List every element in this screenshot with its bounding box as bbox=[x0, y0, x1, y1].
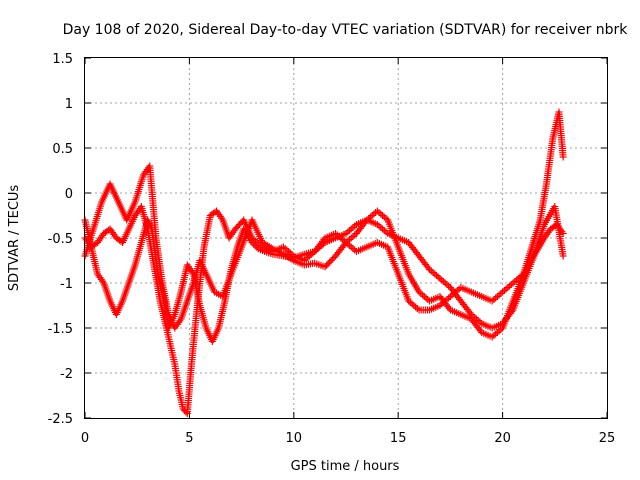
data-point bbox=[466, 309, 474, 317]
data-point bbox=[341, 240, 349, 248]
x-axis-label: GPS time / hours bbox=[291, 459, 400, 474]
y-tick-label: -1 bbox=[60, 277, 73, 292]
x-tick-label: 20 bbox=[494, 431, 511, 446]
y-tick-label: 1 bbox=[65, 97, 73, 112]
data-point bbox=[326, 258, 334, 266]
plot-frame bbox=[84, 57, 608, 419]
data-point bbox=[559, 252, 567, 260]
y-tick-label: 0 bbox=[65, 187, 73, 202]
y-tick-label: -1.5 bbox=[48, 322, 73, 337]
y-tick-label: 0.5 bbox=[52, 142, 73, 157]
data-point bbox=[424, 264, 432, 272]
x-tick-label: 0 bbox=[81, 431, 89, 446]
chart-title: Day 108 of 2020, Sidereal Day-to-day VTE… bbox=[63, 22, 629, 38]
x-tick-label: 5 bbox=[185, 431, 193, 446]
y-tick-label: 1.5 bbox=[52, 52, 73, 67]
data-point bbox=[324, 260, 332, 268]
data-point bbox=[559, 230, 567, 237]
y-tick-label: -0.5 bbox=[48, 232, 73, 247]
x-tick-label: 15 bbox=[390, 431, 407, 446]
data-point bbox=[362, 218, 370, 226]
y-axis-label: SDTVAR / TECUs bbox=[7, 185, 22, 292]
data-points bbox=[81, 108, 567, 417]
data-point bbox=[327, 257, 335, 265]
x-tick-label: 25 bbox=[599, 431, 616, 446]
x-tick-label: 10 bbox=[286, 431, 303, 446]
data-point bbox=[321, 263, 329, 271]
y-tick-label: -2.5 bbox=[48, 412, 73, 427]
data-point bbox=[329, 255, 337, 263]
data-point bbox=[559, 153, 567, 161]
data-point bbox=[323, 261, 331, 269]
tick-labels: 0 5 10 15 20 25 -2.5 -2 -1.5 -1 -0.5 0 0.5 1 1.5 bbox=[48, 52, 616, 446]
y-tick-label: -2 bbox=[60, 367, 73, 382]
